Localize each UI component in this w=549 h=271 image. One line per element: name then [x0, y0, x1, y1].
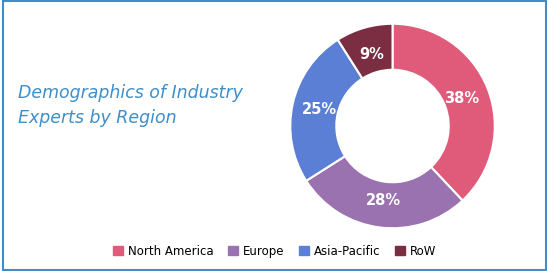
- Text: Demographics of Industry
Experts by Region: Demographics of Industry Experts by Regi…: [18, 84, 243, 127]
- Text: 25%: 25%: [302, 102, 337, 117]
- Wedge shape: [393, 24, 495, 201]
- Wedge shape: [290, 40, 362, 181]
- Legend: North America, Europe, Asia-Pacific, RoW: North America, Europe, Asia-Pacific, RoW: [108, 240, 441, 262]
- Wedge shape: [338, 24, 393, 79]
- Text: 38%: 38%: [444, 91, 479, 106]
- Text: 28%: 28%: [366, 193, 401, 208]
- Wedge shape: [306, 156, 462, 228]
- Text: 9%: 9%: [359, 47, 384, 62]
